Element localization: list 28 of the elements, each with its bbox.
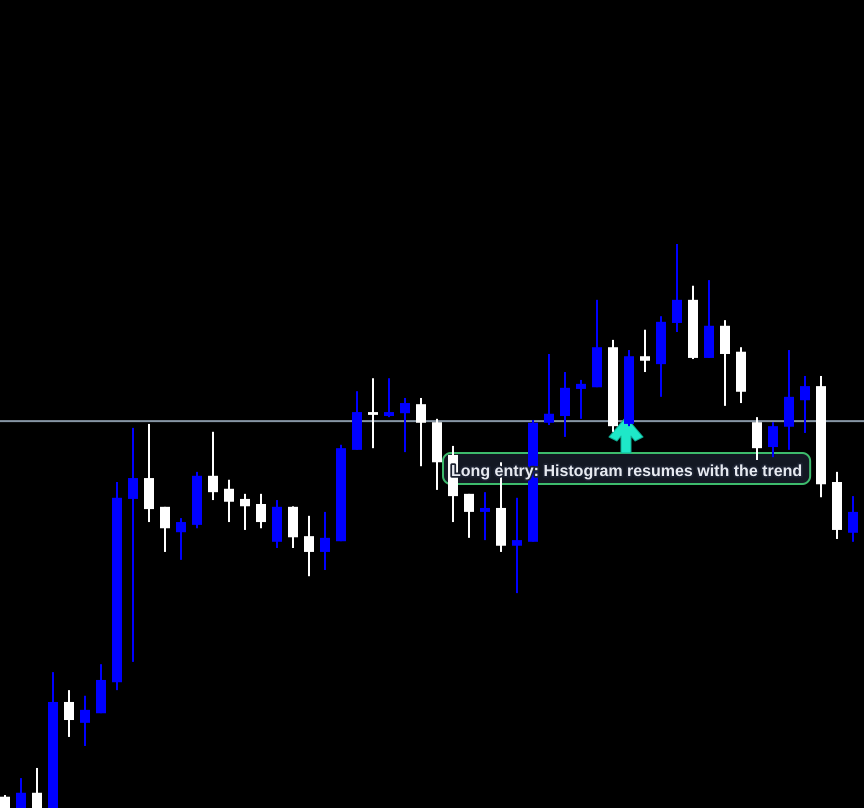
candlestick [416, 396, 426, 468]
candlestick [128, 426, 138, 663]
candlestick [672, 243, 682, 333]
candlestick [208, 430, 218, 502]
candlestick [368, 377, 378, 450]
candlestick [480, 491, 490, 542]
candlestick [768, 421, 778, 458]
candlestick [32, 766, 42, 808]
candlestick [384, 377, 394, 418]
candlestick [240, 492, 250, 531]
candlestick [80, 694, 90, 747]
candlestick [400, 396, 410, 454]
candlestick [320, 510, 330, 571]
candlestick [256, 492, 266, 530]
candlestick [640, 328, 650, 374]
candlestick [800, 374, 810, 434]
candlestick [544, 352, 554, 426]
candlestick [0, 794, 10, 808]
candlestick [224, 478, 234, 524]
candlestick [464, 492, 474, 539]
candlestick [64, 689, 74, 738]
candlestick [512, 496, 522, 594]
candlestick [848, 495, 858, 543]
candlestick [176, 517, 186, 561]
candlestick [304, 514, 314, 578]
candlestick [160, 506, 170, 553]
candlestick [16, 777, 26, 808]
candlestick [576, 378, 586, 420]
